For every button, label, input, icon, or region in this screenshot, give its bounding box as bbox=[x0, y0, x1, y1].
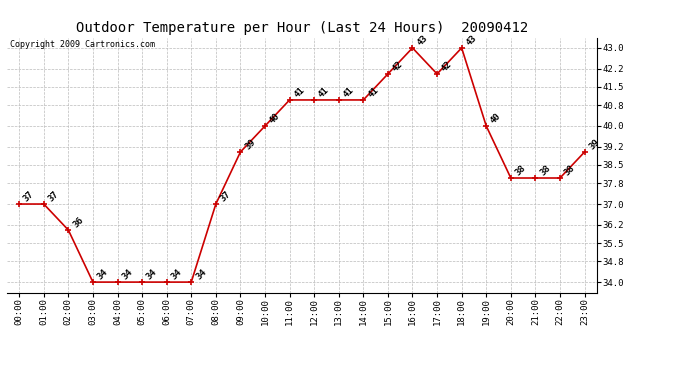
Text: 39: 39 bbox=[243, 137, 257, 151]
Text: 41: 41 bbox=[366, 85, 380, 99]
Text: 41: 41 bbox=[317, 85, 331, 99]
Text: 38: 38 bbox=[563, 163, 577, 177]
Text: 43: 43 bbox=[415, 33, 429, 47]
Text: 34: 34 bbox=[194, 267, 208, 281]
Text: 37: 37 bbox=[219, 189, 233, 203]
Text: 42: 42 bbox=[440, 59, 454, 73]
Text: 41: 41 bbox=[342, 85, 355, 99]
Text: 43: 43 bbox=[464, 33, 478, 47]
Text: 42: 42 bbox=[391, 59, 404, 73]
Text: 39: 39 bbox=[587, 137, 601, 151]
Text: 41: 41 bbox=[293, 85, 306, 99]
Text: 34: 34 bbox=[96, 267, 110, 281]
Text: 37: 37 bbox=[22, 189, 36, 203]
Text: 34: 34 bbox=[120, 267, 135, 281]
Text: 40: 40 bbox=[268, 111, 282, 125]
Text: 36: 36 bbox=[71, 215, 85, 229]
Text: 38: 38 bbox=[538, 163, 552, 177]
Text: 40: 40 bbox=[489, 111, 503, 125]
Text: Copyright 2009 Cartronics.com: Copyright 2009 Cartronics.com bbox=[10, 40, 155, 49]
Title: Outdoor Temperature per Hour (Last 24 Hours)  20090412: Outdoor Temperature per Hour (Last 24 Ho… bbox=[76, 21, 528, 35]
Text: 37: 37 bbox=[46, 189, 61, 203]
Text: 34: 34 bbox=[170, 267, 184, 281]
Text: 34: 34 bbox=[145, 267, 159, 281]
Text: 38: 38 bbox=[513, 163, 528, 177]
